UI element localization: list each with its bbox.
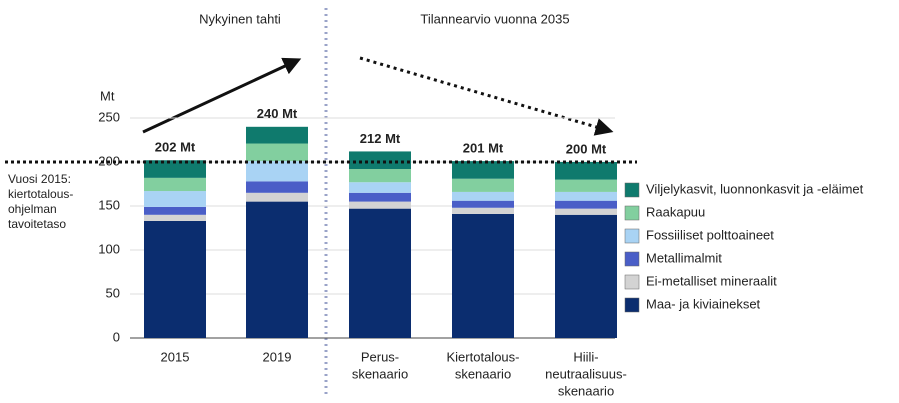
bar-segment — [555, 179, 617, 192]
bar-segment — [349, 208, 411, 338]
legend-label: Metallimalmit — [646, 250, 722, 265]
section-title: Tilannearvio vuonna 2035 — [420, 11, 569, 26]
bar-segment — [246, 201, 308, 338]
reference-label: tavoitetaso — [8, 217, 66, 231]
total-label: 201 Mt — [463, 141, 504, 156]
x-tick-label: Hiili- — [573, 349, 598, 364]
bar-segment — [246, 192, 308, 202]
bar-segment — [349, 169, 411, 183]
bar-segment — [144, 177, 206, 192]
bar-segment — [349, 201, 411, 209]
total-label: 202 Mt — [155, 140, 196, 155]
bar-segment — [246, 143, 308, 162]
bar-segment — [452, 178, 514, 192]
x-tick-label: neutraalisuus- — [545, 366, 627, 381]
bar-segment — [144, 206, 206, 215]
bar-segment — [144, 220, 206, 338]
bar-segment — [246, 161, 308, 182]
y-tick-label: 250 — [98, 109, 120, 124]
total-label: 240 Mt — [257, 106, 298, 121]
reference-label: kiertotalous- — [8, 187, 73, 201]
total-label: 212 Mt — [360, 131, 401, 146]
bar-segment — [349, 182, 411, 193]
bar-segment — [246, 181, 308, 193]
x-tick-label: skenaario — [558, 383, 614, 398]
arrow — [142, 57, 302, 134]
total-label: 200 Mt — [566, 141, 607, 156]
legend-swatch — [624, 274, 640, 290]
legend-swatch — [624, 182, 640, 198]
legend-swatch — [624, 251, 640, 267]
legend-swatch — [624, 228, 640, 244]
legend-label: Viljelykasvit, luonnonkasvit ja -eläimet — [646, 181, 864, 196]
bar-segment — [144, 214, 206, 221]
bar-segment — [555, 191, 617, 201]
bar-segment — [144, 160, 206, 178]
y-tick-label: 0 — [113, 329, 120, 344]
bar-segment — [555, 200, 617, 209]
bar-segment — [452, 161, 514, 179]
x-tick-label: 2015 — [161, 349, 190, 364]
y-unit: Mt — [100, 88, 115, 103]
bar-segment — [555, 214, 617, 338]
bar-segment — [555, 162, 617, 180]
legend-swatch — [624, 205, 640, 221]
x-tick-label: Kiertotalous- — [447, 349, 520, 364]
bar-segment — [452, 213, 514, 338]
x-tick-label: Perus- — [361, 349, 399, 364]
legend-label: Fossiiliset polttoaineet — [646, 227, 774, 242]
arrow — [359, 56, 614, 136]
bar-segment — [452, 200, 514, 208]
bar-segment — [555, 208, 617, 215]
y-tick-label: 150 — [98, 197, 120, 212]
reference-label: ohjelman — [8, 202, 57, 216]
legend-label: Ei-metalliset mineraalit — [646, 273, 777, 288]
bar-segment — [144, 191, 206, 207]
legend-label: Maa- ja kiviainekset — [646, 296, 761, 311]
bar-segment — [246, 126, 308, 144]
reference-label: Vuosi 2015: — [8, 172, 71, 186]
y-tick-label: 50 — [106, 285, 120, 300]
bar-segment — [349, 192, 411, 202]
legend-swatch — [624, 297, 640, 313]
bar-segment — [452, 191, 514, 201]
x-tick-label: skenaario — [455, 366, 511, 381]
section-title: Nykyinen tahti — [199, 11, 281, 26]
legend-label: Raakapuu — [646, 204, 705, 219]
bar-segment — [452, 207, 514, 214]
bar-segment — [349, 151, 411, 170]
x-tick-label: skenaario — [352, 366, 408, 381]
y-tick-label: 100 — [98, 241, 120, 256]
x-tick-label: 2019 — [263, 349, 292, 364]
